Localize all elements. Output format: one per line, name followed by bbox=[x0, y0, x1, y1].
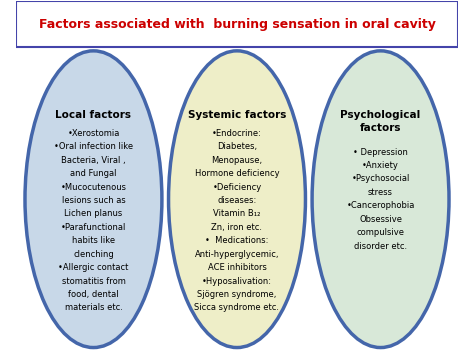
Text: •Cancerophobia: •Cancerophobia bbox=[346, 201, 415, 210]
Text: ACE inhibitors: ACE inhibitors bbox=[208, 263, 266, 272]
Text: Systemic factors: Systemic factors bbox=[188, 110, 286, 120]
Ellipse shape bbox=[312, 51, 449, 347]
Text: clenching: clenching bbox=[73, 250, 114, 259]
Text: and Fungal: and Fungal bbox=[70, 169, 117, 178]
Text: •Deficiency: •Deficiency bbox=[212, 183, 262, 192]
Text: stress: stress bbox=[368, 188, 393, 197]
Text: Menopause,: Menopause, bbox=[211, 156, 263, 165]
Text: Anti-hyperglycemic,: Anti-hyperglycemic, bbox=[195, 250, 279, 259]
Text: •  Medications:: • Medications: bbox=[205, 236, 269, 245]
FancyBboxPatch shape bbox=[16, 1, 458, 47]
Text: stomatitis from: stomatitis from bbox=[62, 277, 126, 286]
Text: •Anxiety: •Anxiety bbox=[362, 161, 399, 170]
Text: •Endocrine:: •Endocrine: bbox=[212, 129, 262, 138]
Text: lesions such as: lesions such as bbox=[62, 196, 125, 205]
Text: Sjögren syndrome,: Sjögren syndrome, bbox=[197, 290, 277, 299]
Text: diseases:: diseases: bbox=[218, 196, 256, 205]
Text: •Psychosocial: •Psychosocial bbox=[351, 174, 410, 183]
Text: Zn, iron etc.: Zn, iron etc. bbox=[211, 223, 263, 232]
Text: disorder etc.: disorder etc. bbox=[354, 242, 407, 251]
Text: habits like: habits like bbox=[72, 236, 115, 245]
Ellipse shape bbox=[25, 51, 162, 347]
Text: • Depression: • Depression bbox=[353, 148, 408, 157]
Text: Local factors: Local factors bbox=[55, 110, 131, 120]
Text: •Mucocutenous: •Mucocutenous bbox=[61, 183, 127, 192]
Text: food, dental: food, dental bbox=[68, 290, 119, 299]
Text: •Parafunctional: •Parafunctional bbox=[61, 223, 126, 232]
Text: Obsessive: Obsessive bbox=[359, 215, 402, 224]
Text: Lichen planus: Lichen planus bbox=[64, 209, 123, 219]
Text: •Xerostomia: •Xerostomia bbox=[67, 129, 119, 138]
Text: materials etc.: materials etc. bbox=[64, 303, 122, 313]
Text: Sicca syndrome etc.: Sicca syndrome etc. bbox=[194, 303, 280, 313]
Text: Psychological
factors: Psychological factors bbox=[340, 110, 421, 132]
Text: •Hyposalivation:: •Hyposalivation: bbox=[202, 277, 272, 286]
Text: compulsive: compulsive bbox=[356, 228, 404, 237]
Text: Vitamin B₁₂: Vitamin B₁₂ bbox=[213, 209, 261, 219]
Text: Factors associated with  burning sensation in oral cavity: Factors associated with burning sensatio… bbox=[38, 18, 436, 31]
Text: Bacteria, Viral ,: Bacteria, Viral , bbox=[61, 156, 126, 165]
Text: Hormone deficiency: Hormone deficiency bbox=[195, 169, 279, 178]
Text: Diabetes,: Diabetes, bbox=[217, 142, 257, 151]
Ellipse shape bbox=[169, 51, 305, 347]
Text: •Oral infection like: •Oral infection like bbox=[54, 142, 133, 151]
Text: •Allergic contact: •Allergic contact bbox=[58, 263, 128, 272]
